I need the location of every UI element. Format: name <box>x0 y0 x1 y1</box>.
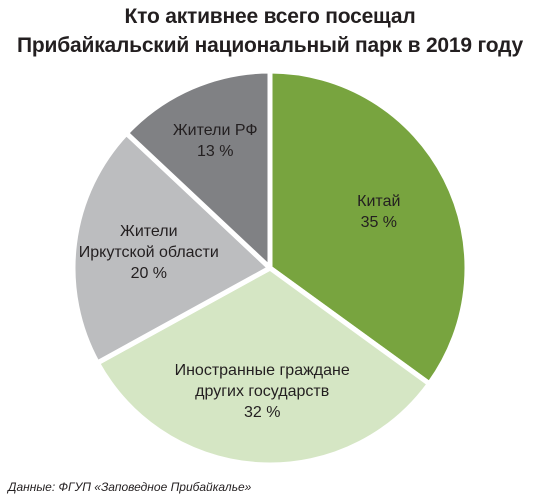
chart-title-line-1: Кто активнее всего посещал <box>124 5 416 28</box>
slice-value-label: 20 % <box>131 265 167 282</box>
slice-name-label: Иностранные граждане <box>175 362 350 379</box>
slice-name-label: Жители <box>120 223 178 240</box>
slice-label-group: Жители РФ 13 % <box>173 122 258 160</box>
slice-label-group: Жители Иркутской области 20 % <box>79 223 219 282</box>
slice-name-label: других государств <box>195 383 329 400</box>
slice-name-label: Жители РФ <box>173 122 258 139</box>
slice-label-group: Иностранные граждане других государств 32 … <box>175 362 350 421</box>
chart-title-line-2: Прибайкальский национальный парк в 2019 … <box>17 34 523 57</box>
slice-value-label: 13 % <box>197 143 233 160</box>
pie-slice <box>123 68 273 271</box>
slice-label-group: Китай 35 % <box>357 193 400 231</box>
data-source-note: Данные: ФГУП «Заповедное Прибайкалье» <box>8 480 252 494</box>
pie-slice <box>94 265 432 468</box>
slice-value-label: 32 % <box>244 404 280 421</box>
slice-name-label: Китай <box>357 193 400 210</box>
pie-slice <box>267 68 470 387</box>
chart-title: Кто активнее всего посещал Прибайкальски… <box>0 2 540 60</box>
slice-name-label: Иркутской области <box>79 244 219 261</box>
slice-value-label: 35 % <box>361 214 397 231</box>
pie-slice <box>70 130 273 366</box>
